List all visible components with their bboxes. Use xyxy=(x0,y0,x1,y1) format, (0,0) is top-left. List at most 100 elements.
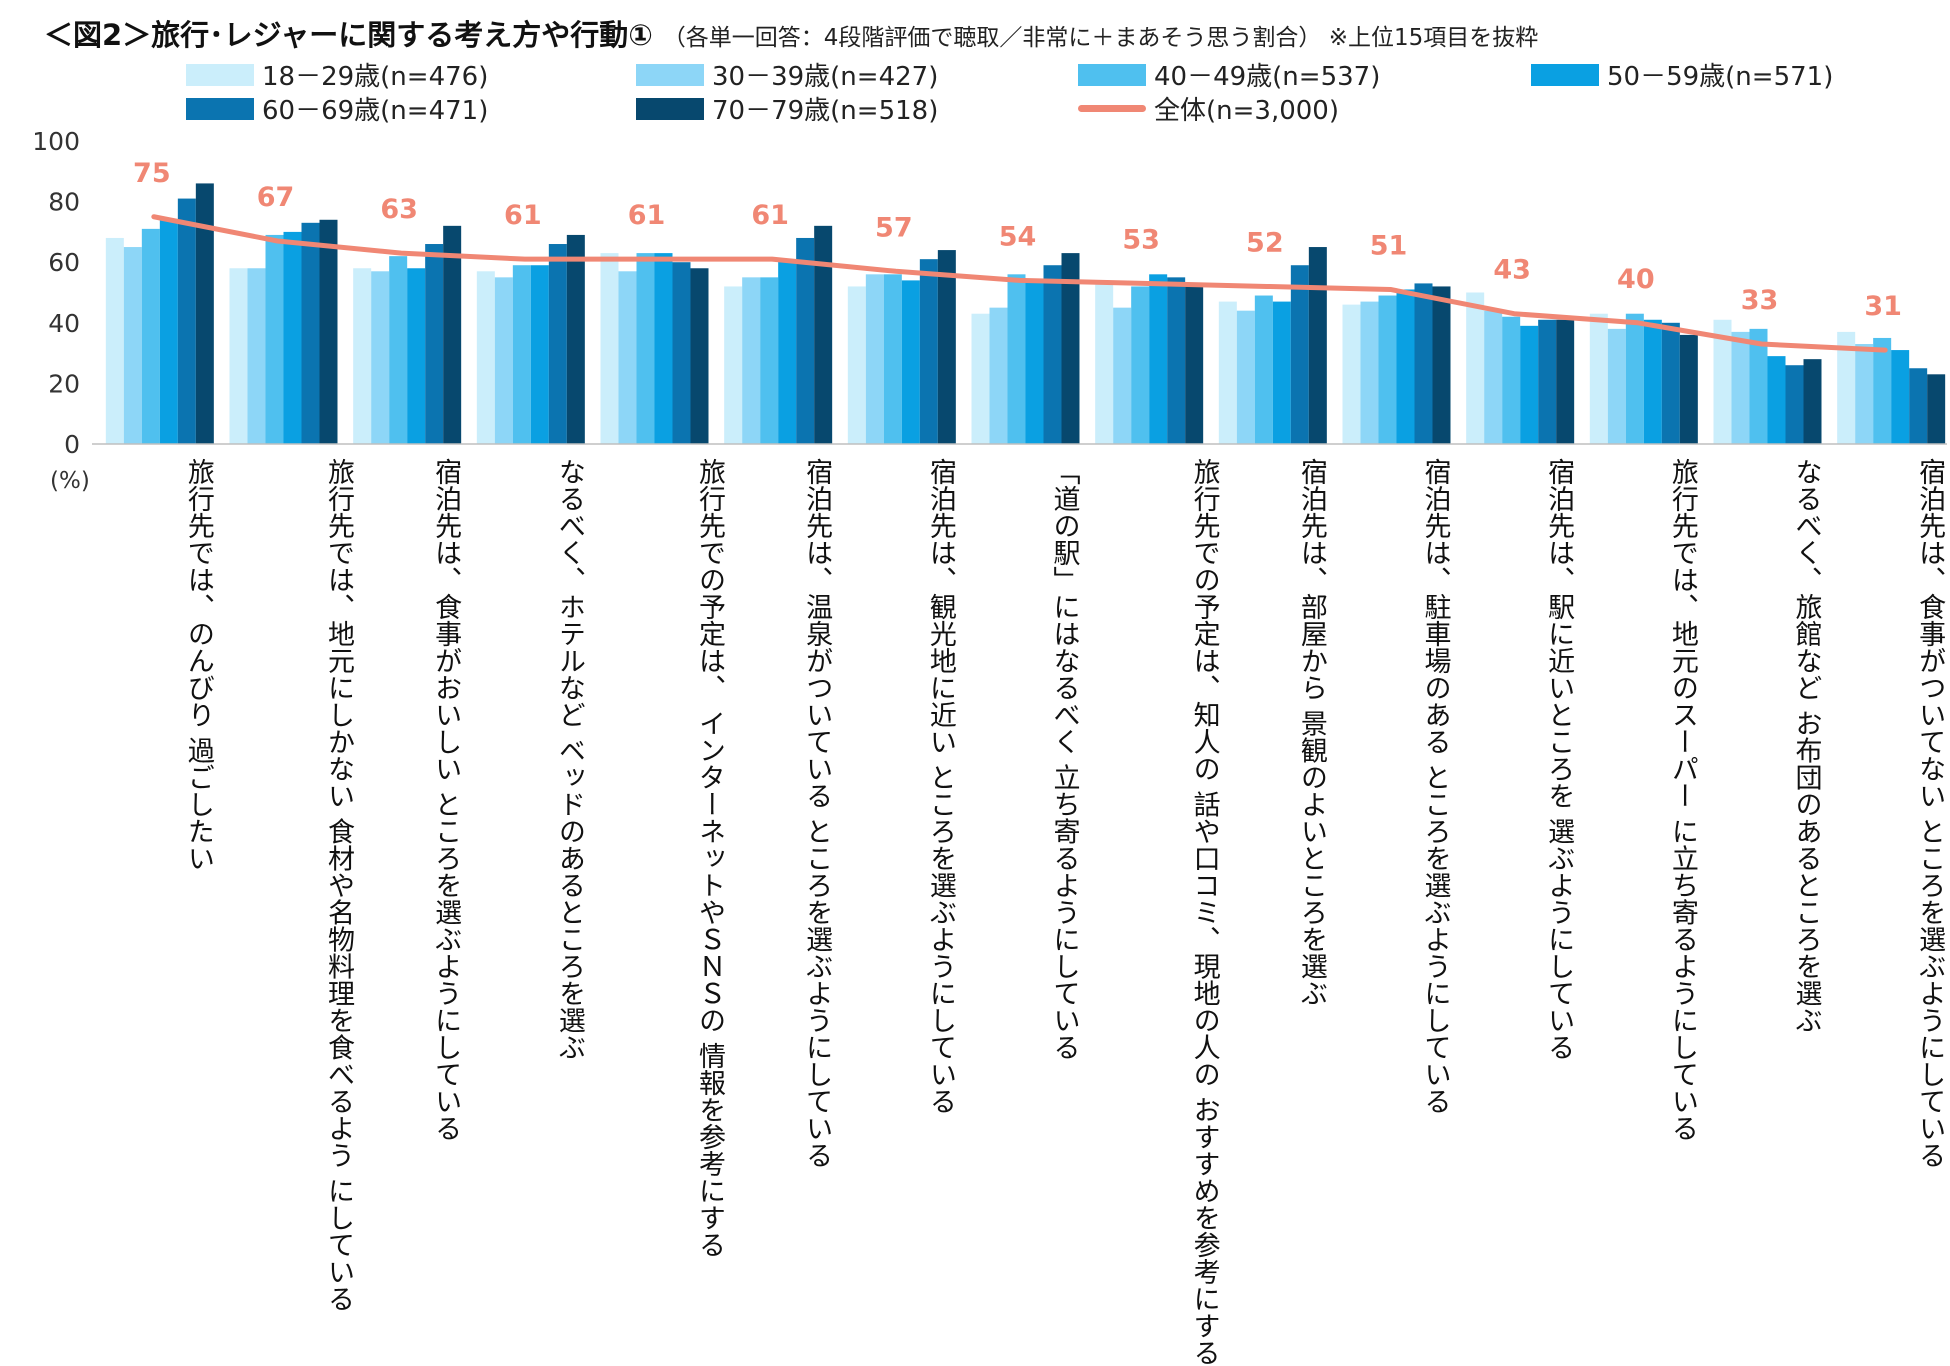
total-data-label: 52 xyxy=(1246,227,1284,258)
x-category-label: 「道の駅」にはなるべく 立ち寄るようにしている xyxy=(1048,458,1080,1061)
legend-swatch xyxy=(186,97,254,120)
bar-series-4-cat-14 xyxy=(1767,356,1786,444)
bar-series-1-cat-13 xyxy=(1589,313,1608,444)
x-category-label: 宿泊先は、部屋から 景観のよいところを選ぶ xyxy=(1295,458,1327,1007)
y-axis-unit-label: (%) xyxy=(50,468,90,494)
bar-series-5-cat-12 xyxy=(1538,319,1557,444)
bar-series-6-cat-13 xyxy=(1679,334,1698,444)
bar-series-2-cat-14 xyxy=(1731,331,1750,444)
bar-series-4-cat-1 xyxy=(159,219,178,444)
total-data-label: 51 xyxy=(1370,230,1408,261)
legend-label: 40－49歳(n=537) xyxy=(1154,62,1381,92)
bar-series-3-cat-12 xyxy=(1502,316,1521,444)
x-category-label: なるべく、ホテルなど ベッドのあるところを選ぶ xyxy=(553,458,585,1061)
bar-series-2-cat-8 xyxy=(989,307,1008,444)
bar-series-6-cat-11 xyxy=(1432,286,1451,444)
bar-series-3-cat-13 xyxy=(1625,313,1644,444)
legend-swatch xyxy=(1078,63,1146,86)
total-data-label: 63 xyxy=(380,194,418,225)
legend-label: 50－59歳(n=571) xyxy=(1607,62,1834,92)
total-data-label: 61 xyxy=(628,200,666,231)
legend-label: 70－79歳(n=518) xyxy=(712,96,939,126)
bar-series-6-cat-9 xyxy=(1185,283,1204,444)
bar-series-6-cat-12 xyxy=(1556,319,1575,444)
total-data-label: 43 xyxy=(1493,255,1531,286)
bar-series-1-cat-11 xyxy=(1342,304,1361,444)
bar-series-3-cat-7 xyxy=(883,274,902,444)
total-data-label: 40 xyxy=(1617,264,1655,295)
bar-series-5-cat-2 xyxy=(301,222,320,444)
x-category-label: 宿泊先は、食事がついてない ところを選ぶようにしている xyxy=(1914,458,1946,1169)
bar-series-1-cat-10 xyxy=(1218,301,1237,444)
bar-series-5-cat-13 xyxy=(1661,322,1680,444)
bar-series-3-cat-9 xyxy=(1131,286,1150,444)
x-category-label: 宿泊先は、食事がおいしい ところを選ぶようにしている xyxy=(430,458,462,1142)
legend-label: 30－39歳(n=427) xyxy=(712,62,939,92)
bar-series-2-cat-7 xyxy=(865,274,884,444)
bar-series-5-cat-10 xyxy=(1290,265,1309,444)
bar-series-6-cat-15 xyxy=(1927,374,1946,444)
total-line xyxy=(151,214,1888,353)
bar-line-chart: 0 20 40 60 80 100 75 67 63 61 61 61 57 54 53 52 51 43 40 33… xyxy=(32,127,1947,459)
x-category-label: 宿泊先は、駅に近いところを 選ぶようにしている xyxy=(1543,458,1575,1061)
bar-series-3-cat-8 xyxy=(1007,274,1026,444)
bar-series-5-cat-7 xyxy=(919,259,938,444)
legend-swatch xyxy=(186,63,254,86)
bar-series-3-cat-10 xyxy=(1254,295,1273,444)
bar-series-4-cat-5 xyxy=(654,253,673,444)
bar-series-2-cat-10 xyxy=(1236,310,1255,444)
x-category-label: 旅行先では、地元のスーパー に立ち寄るようにしている xyxy=(1666,458,1698,1142)
bar-series-2-cat-6 xyxy=(742,277,761,444)
bar-series-5-cat-5 xyxy=(672,262,691,444)
bar-series-6-cat-7 xyxy=(937,250,956,444)
bar-series-4-cat-8 xyxy=(1025,280,1044,444)
bar-series-3-cat-2 xyxy=(265,234,284,444)
x-category-label: 宿泊先は、温泉がついている ところを選ぶようにしている xyxy=(801,458,833,1169)
bar-series-2-cat-11 xyxy=(1360,301,1379,444)
bar-series-6-cat-14 xyxy=(1803,359,1822,444)
legend-label: 全体(n=3,000) xyxy=(1154,96,1339,126)
bar-series-2-cat-5 xyxy=(618,271,637,444)
bar-series-4-cat-4 xyxy=(530,265,549,444)
bar-series-1-cat-14 xyxy=(1713,319,1732,444)
bar-series-3-cat-6 xyxy=(760,277,779,444)
x-category-label: 旅行先では、のんびり 過ごしたい xyxy=(182,458,214,872)
total-data-label: 31 xyxy=(1864,291,1902,322)
x-category-label: 宿泊先は、駐車場のある ところを選ぶようにしている xyxy=(1419,458,1451,1115)
bar-series-1-cat-9 xyxy=(1095,283,1114,444)
bar-series-5-cat-11 xyxy=(1414,283,1433,444)
x-category-label: 旅行先では、地元にしかない 食材や名物料理を食べるよう にしている xyxy=(323,458,354,1313)
chart-title-main: ＜図2＞旅行･レジャーに関する考え方や行動① xyxy=(44,18,653,52)
bar-series-6-cat-5 xyxy=(690,268,709,444)
bar-series-6-cat-10 xyxy=(1308,247,1327,444)
y-tick-label: 0 xyxy=(64,430,80,459)
bar-series-1-cat-3 xyxy=(353,268,372,444)
bar-series-1-cat-6 xyxy=(724,286,743,444)
bar-series-3-cat-3 xyxy=(389,256,408,444)
bar-series-6-cat-6 xyxy=(814,225,833,444)
bar-series-6-cat-8 xyxy=(1061,253,1080,444)
bar-series-4-cat-3 xyxy=(407,268,426,444)
legend-item-total: 全体(n=3,000) xyxy=(1078,90,1339,127)
bar-series-1-cat-4 xyxy=(476,271,495,444)
x-category-label: なるべく、旅館など お布団のあるところを選ぶ xyxy=(1790,458,1822,1034)
bar-series-1-cat-12 xyxy=(1466,292,1485,444)
legend-item-series-4: 50－59歳(n=571) xyxy=(1531,56,1833,93)
bar-series-4-cat-13 xyxy=(1643,319,1662,444)
chart-title: ＜図2＞旅行･レジャーに関する考え方や行動① （各単一回答：4段階評価で聴取／非常… xyxy=(44,12,1538,54)
bar-series-2-cat-3 xyxy=(371,271,390,444)
legend-item-series-1: 18－29歳(n=476) xyxy=(186,56,488,93)
legend-item-series-5: 60－69歳(n=471) xyxy=(186,90,488,127)
y-tick-label: 80 xyxy=(48,188,80,217)
x-category-label: 旅行先での予定は、 インターネットやＳＮＳの 情報を参考にする xyxy=(694,458,725,1259)
bar-series-4-cat-11 xyxy=(1396,289,1415,444)
total-data-label: 54 xyxy=(999,221,1037,252)
bar-series-5-cat-1 xyxy=(177,198,196,444)
bar-series-3-cat-5 xyxy=(636,253,655,444)
bar-series-5-cat-6 xyxy=(796,237,815,444)
x-category-label: 宿泊先は、観光地に近い ところを選ぶようにしている xyxy=(924,458,956,1115)
bar-series-1-cat-8 xyxy=(971,313,990,444)
bar-series-6-cat-1 xyxy=(195,183,214,445)
bar-series-4-cat-10 xyxy=(1272,301,1291,444)
legend-label: 60－69歳(n=471) xyxy=(262,96,489,126)
